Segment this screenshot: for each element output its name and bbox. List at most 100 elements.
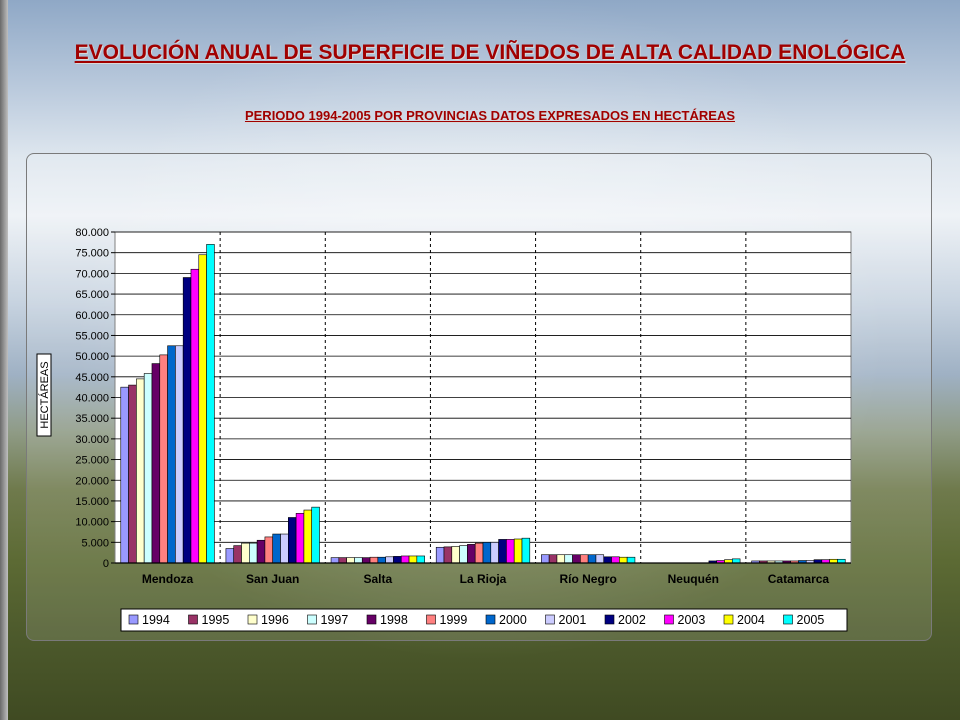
bar-1994 <box>330 557 340 564</box>
bar-2001 <box>385 556 394 564</box>
category-label: La Rioja <box>460 572 507 586</box>
bar-chart: 0 5.000 10.000 15.000 20.000 25.000 30.000 35.0… <box>36 227 852 632</box>
bar-1999 <box>369 556 379 564</box>
bar-1996 <box>346 557 355 564</box>
bar-2004 <box>408 555 418 564</box>
legend-swatch-2003 <box>664 614 674 625</box>
bar-2003 <box>400 555 410 564</box>
bar-1999 <box>580 554 589 564</box>
bar-1994 <box>435 546 445 564</box>
legend-label: 1994 <box>142 613 170 627</box>
bar-1999 <box>264 536 274 564</box>
bar-1998 <box>151 363 161 564</box>
bar-1996 <box>136 378 145 564</box>
y-tick-label: 45.000 <box>75 372 109 384</box>
y-axis-label: HECTÁREAS <box>38 361 51 428</box>
legend-swatch-1996 <box>247 614 258 625</box>
y-tick-label: 25.000 <box>75 455 109 467</box>
bar-2001 <box>175 345 184 564</box>
y-tick-label: 50.000 <box>75 351 109 363</box>
bar-1997 <box>459 545 468 564</box>
y-tick-label: 60.000 <box>75 310 109 322</box>
page-title: EVOLUCIÓN ANUAL DE SUPERFICIE DE VIÑEDOS… <box>74 41 906 64</box>
bar-1996 <box>451 546 460 564</box>
bar-2005 <box>416 555 425 564</box>
bar-1997 <box>564 554 573 564</box>
bar-1994 <box>120 386 129 564</box>
legend-swatch-1995 <box>188 614 198 625</box>
bar-2002 <box>288 517 297 564</box>
bar-2005 <box>731 558 741 564</box>
y-tick-label: 40.000 <box>75 393 109 405</box>
y-tick-label: 0 <box>103 558 109 570</box>
y-tick-label: 70.000 <box>75 268 109 280</box>
legend-label: 2005 <box>797 613 825 627</box>
bar-2000 <box>167 345 176 564</box>
legend-swatch-2000 <box>485 614 496 625</box>
category-label: Salta <box>364 572 393 586</box>
bar-1995 <box>128 384 137 564</box>
bar-2001 <box>490 542 499 564</box>
bar-1995 <box>548 554 558 564</box>
y-tick-label: 20.000 <box>75 475 109 487</box>
category-label: San Juan <box>246 572 299 586</box>
bar-1995 <box>443 546 453 564</box>
bar-2001 <box>595 554 605 564</box>
bar-2004 <box>619 556 628 564</box>
legend-swatch-1997 <box>307 614 317 625</box>
bar-1998 <box>256 539 266 564</box>
legend-box <box>120 608 848 632</box>
legend-label: 1995 <box>202 613 230 627</box>
bar-1996 <box>556 554 566 564</box>
bar-2002 <box>182 277 192 564</box>
bar-2005 <box>206 244 215 564</box>
bar-1995 <box>233 545 242 564</box>
bar-2001 <box>280 533 289 564</box>
legend-swatch-2004 <box>723 614 734 625</box>
legend-swatch-2005 <box>783 614 793 625</box>
bar-1994 <box>225 548 235 564</box>
category-label: Catamarca <box>768 572 830 586</box>
y-tick-label: 15.000 <box>75 496 109 508</box>
left-edge-frame <box>0 0 8 720</box>
page-subtitle: PERIODO 1994-2005 POR PROVINCIAS DATOS E… <box>244 108 736 123</box>
bar-2002 <box>603 556 612 564</box>
y-tick-label: 80.000 <box>75 227 109 239</box>
legend-swatch-2002 <box>604 614 615 625</box>
legend-swatch-2001 <box>545 614 555 625</box>
y-tick-label: 55.000 <box>75 330 109 342</box>
legend-label: 2002 <box>618 613 646 627</box>
bar-1998 <box>572 554 581 564</box>
y-tick-label: 65.000 <box>75 289 109 301</box>
bar-2005 <box>311 506 320 564</box>
legend-label: 1998 <box>380 613 408 627</box>
bar-2000 <box>587 554 597 564</box>
bar-1997 <box>354 557 363 564</box>
y-tick-label: 10.000 <box>75 517 109 529</box>
legend-swatch-1999 <box>426 614 436 625</box>
bar-2004 <box>513 538 523 564</box>
category-label: Neuquén <box>668 572 719 586</box>
bar-2003 <box>295 513 305 564</box>
bar-1999 <box>474 542 484 564</box>
bar-2005 <box>626 556 636 564</box>
y-tick-label: 5.000 <box>81 537 109 549</box>
legend-label: 2001 <box>559 613 587 627</box>
legend-label: 1996 <box>261 613 289 627</box>
bar-1997 <box>249 542 258 564</box>
y-tick-label: 35.000 <box>75 413 109 425</box>
category-label: Mendoza <box>142 572 194 586</box>
bar-1998 <box>467 544 476 564</box>
bar-1999 <box>159 354 168 564</box>
legend-swatch-1998 <box>366 614 377 625</box>
legend-label: 2004 <box>737 613 765 627</box>
bar-2003 <box>190 268 200 564</box>
bar-2000 <box>272 533 281 564</box>
legend-label: 1997 <box>321 613 349 627</box>
legend-label: 2000 <box>499 613 527 627</box>
y-tick-label: 30.000 <box>75 434 109 446</box>
bar-2004 <box>198 254 207 564</box>
bar-1998 <box>361 557 371 564</box>
bar-1995 <box>338 557 347 564</box>
legend-swatch-1994 <box>128 614 139 625</box>
